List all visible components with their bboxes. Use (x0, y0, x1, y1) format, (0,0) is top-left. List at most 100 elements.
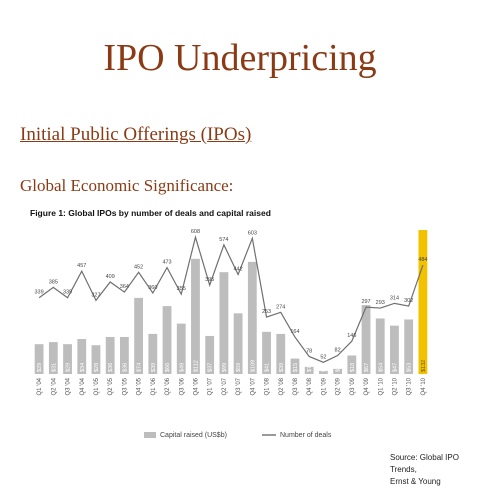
deal-count-label: 442 (234, 267, 243, 273)
capital-bar (176, 323, 186, 374)
deal-count-label: 395 (205, 277, 214, 283)
x-tick-label: Q2 '10 (392, 377, 398, 395)
capital-bar (404, 319, 414, 374)
deal-count-label: 339 (63, 290, 72, 296)
x-tick-label: Q4 '06 (193, 377, 199, 395)
bar-value-label: $31 (51, 363, 57, 372)
bar-value-label: $39 (279, 363, 285, 372)
x-tick-label: Q1 '10 (378, 377, 384, 395)
capital-bar (205, 335, 215, 374)
bar-value-label: $59 (236, 363, 242, 372)
deal-count-label: 385 (49, 279, 58, 285)
capital-bar (347, 355, 357, 374)
deal-count-label: 302 (404, 298, 413, 304)
x-tick-label: Q3 '05 (122, 377, 128, 395)
deal-count-label: 574 (219, 237, 228, 243)
deal-count-label: 146 (347, 333, 356, 339)
slide-title: IPO Underpricing (103, 37, 377, 79)
x-tick-label: Q1 '07 (208, 377, 214, 395)
deal-count-label: 608 (191, 229, 200, 235)
bar-value-label: $109 (250, 360, 256, 372)
deal-count-label: 52 (320, 354, 326, 360)
capital-bar (134, 297, 144, 374)
x-tick-label: Q1 '09 (321, 377, 327, 395)
bar-value-label: $3 (321, 366, 327, 372)
sub-heading: Global Economic Significance: (20, 176, 234, 195)
capital-bar (148, 333, 158, 374)
bar-value-label: $47 (392, 363, 398, 372)
capital-bar (91, 345, 101, 374)
x-tick-label: Q2 '05 (108, 377, 114, 395)
bar-value-label: $39 (151, 363, 157, 372)
deal-count-label: 484 (418, 257, 427, 263)
capital-bar (375, 318, 385, 374)
deal-count-label: 78 (306, 348, 312, 354)
x-tick-label: Q4 '08 (307, 377, 313, 395)
x-tick-label: Q3 '08 (293, 377, 299, 395)
capital-bar (262, 331, 271, 374)
deal-count-label: 82 (335, 348, 341, 354)
x-tick-label: Q2 '09 (336, 377, 342, 395)
x-tick-label: Q1 '06 (151, 377, 157, 395)
x-tick-label: Q1 '05 (94, 377, 100, 395)
capital-bar (247, 261, 257, 374)
bar-value-label: $112 (193, 360, 199, 372)
capital-bar (119, 336, 129, 374)
bar-value-label: $36 (122, 363, 128, 372)
chart-figure: Figure 1: Global IPOs by number of deals… (26, 204, 466, 454)
deal-count-label: 355 (177, 286, 186, 292)
bar-value-label: $34 (80, 363, 86, 372)
deal-count-label: 297 (361, 299, 370, 305)
deal-count-label: 314 (390, 295, 399, 301)
deal-count-label: 409 (106, 274, 115, 280)
capital-bar (390, 325, 399, 374)
capital-bar (48, 342, 58, 374)
x-tick-label: Q1 '04 (37, 377, 43, 395)
bar-value-label: $37 (208, 363, 214, 372)
x-tick-label: Q3 '06 (179, 377, 185, 395)
deal-count-label: 364 (120, 284, 129, 290)
capital-bar (304, 366, 314, 374)
deal-count-label: 452 (134, 264, 143, 270)
bar-value-label: $15 (293, 363, 299, 372)
x-tick-label: Q2 '08 (279, 377, 285, 395)
capital-bar (333, 368, 343, 374)
bar-value-label: $5 (336, 366, 342, 372)
deal-count-label: 274 (276, 304, 285, 310)
deal-count-label: 164 (290, 329, 299, 335)
capital-bar (162, 306, 172, 374)
bar-value-label: $132 (421, 360, 427, 372)
section-heading: Initial Public Offerings (IPOs) (20, 124, 252, 145)
x-tick-label: Q3 '04 (66, 377, 72, 395)
capital-bar (191, 258, 200, 374)
capital-bar (290, 358, 300, 374)
legend-swatch-capital (144, 432, 156, 438)
x-tick-label: Q1 '08 (265, 377, 271, 395)
bar-value-label: $49 (179, 363, 185, 372)
x-tick-label: Q2 '06 (165, 377, 171, 395)
capital-bar (63, 344, 72, 374)
capital-bar (361, 305, 371, 374)
ipo-chart: Figure 1: Global IPOs by number of deals… (30, 208, 427, 439)
bar-value-label: $74 (137, 363, 143, 372)
bar-value-label: $66 (165, 363, 171, 372)
bar-value-label: $29 (37, 363, 43, 372)
x-tick-label: Q4 '10 (421, 377, 427, 395)
deal-count-label: 253 (262, 309, 271, 315)
capital-bar (34, 344, 44, 374)
deal-count-label: 360 (148, 285, 157, 291)
source-line: Source: Global IPO Trends, (390, 453, 459, 474)
bar-value-label: $67 (364, 363, 370, 372)
bar-value-label: $18 (350, 363, 356, 372)
chart-title: Figure 1: Global IPOs by number of deals… (30, 208, 271, 218)
deal-count-label: 603 (248, 230, 257, 236)
capital-bar (276, 333, 286, 374)
bar-value-label: $29 (66, 363, 72, 372)
source-line: Ernst & Young (390, 477, 441, 486)
x-tick-label: Q3 '09 (350, 377, 356, 395)
deal-count-label: 339 (35, 290, 44, 296)
x-tick-label: Q4 '04 (80, 377, 86, 395)
bar-value-label: $99 (222, 363, 228, 372)
legend-label-capital: Capital raised (US$b) (160, 432, 227, 439)
bar-value-label: $36 (108, 363, 114, 372)
